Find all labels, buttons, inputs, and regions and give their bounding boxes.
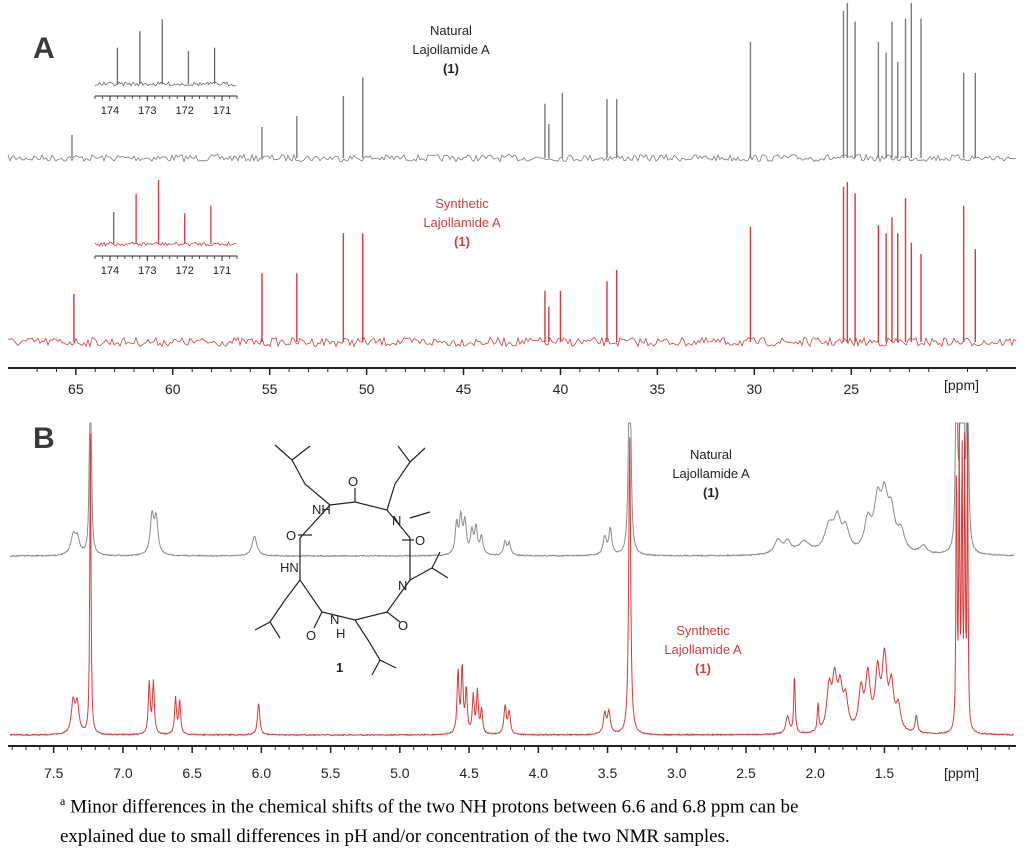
b-natural-label: Natural Lajollamide A (1) [672,447,750,500]
atom-n-methyl: N [392,513,401,528]
inset-tick-label: 172 [176,265,194,277]
a-synthetic-label: Synthetic Lajollamide A (1) [423,196,501,249]
isobutyl-3-branch [269,621,281,639]
a-tick-label: 55 [262,381,278,397]
isobutyl-4 [354,619,397,669]
b-synthetic-label-line2: Lajollamide A [664,642,742,657]
atom-o-4: O [398,618,408,633]
panel-b: B Natural Lajollamide A (1) Synthetic La… [8,422,1016,781]
inset-tick-label: 173 [138,265,156,277]
inset-tick-label: 173 [138,105,156,117]
inset-tick-label: 171 [213,105,231,117]
b-tick-label: 3.5 [598,765,618,781]
b-natural-label-line1: Natural [690,447,732,462]
b-x-ticks: 7.5 7.0 6.5 6.0 5.5 5.0 4.5 4.0 3.5 3.0 2.5 2.0 1.5 [11,746,1010,781]
a-tick-label: 40 [553,381,569,397]
inset-tick-label: 171 [213,265,231,277]
a-natural-label: Natural Lajollamide A (1) [412,23,490,76]
inset-tick-label: 174 [101,105,119,117]
b-tick-label: 7.0 [113,765,133,781]
atom-h-bottom: H [336,626,345,641]
inset-baseline [94,81,237,87]
compound-number: 1 [336,660,343,675]
panel-a: A Natural Lajollamide A (1) Synthetic La… [7,3,1017,397]
a-synthetic-label-line3: (1) [454,234,470,249]
a-synthetic-label-line1: Synthetic [435,196,489,211]
b-x-axis-label: [ppm] [944,765,979,781]
b-tick-label: 2.0 [805,765,825,781]
carbonyl-4 [313,611,323,629]
a-x-axis-label: [ppm] [944,377,979,393]
panel-a-letter: A [33,32,55,65]
isobutyl-3 [254,579,301,631]
isobutyl-2 [386,447,426,511]
atom-o-2: O [348,474,358,489]
b-synthetic-label-line3: (1) [695,661,711,676]
molecule-structure [254,444,449,676]
b-natural-label-line2: Lajollamide A [672,466,750,481]
a-tick-label: 50 [359,381,375,397]
a-tick-label: 25 [843,381,859,397]
inset-baseline [94,241,237,247]
atom-n-right: N [398,578,407,593]
a-natural-label-line1: Natural [430,23,472,38]
a-natural-peaks [71,3,976,158]
b-synthetic-spectrum-line [9,422,1014,737]
a-natural-label-line3: (1) [443,61,459,76]
a-x-ticks: 65 60 55 50 45 40 35 30 25 [36,368,988,397]
a-tick-label: 45 [456,381,472,397]
b-tick-label: 6.5 [182,765,202,781]
isopropyl [409,567,449,581]
a-tick-label: 30 [747,381,763,397]
b-synthetic-label-line1: Synthetic [676,623,730,638]
isopropyl-branch [431,551,441,569]
b-tick-label: 3.0 [667,765,687,781]
a-synthetic-spectrum-line [7,336,1017,349]
isobutyl-2-branch [397,445,411,463]
atom-hn-left: HN [280,560,299,575]
a-natural-label-line2: Lajollamide A [412,42,490,57]
nmr-figure: A Natural Lajollamide A (1) Synthetic La… [7,3,1017,781]
inset-tick-label: 172 [176,105,194,117]
footnote-marker: a [60,794,66,808]
footnote-text1: Minor differences in the chemical shifts… [65,796,799,818]
atom-nh-top: NH [312,502,331,517]
carbonyl-3 [386,611,401,623]
b-tick-label: 7.5 [44,765,64,781]
a-natural-spectrum-line [7,153,1017,163]
a-synthetic-carbonyl-inset: 174 173 172 171 [94,180,238,277]
a-tick-label: 35 [650,381,666,397]
b-tick-label: 1.5 [875,765,895,781]
a-tick-label: 65 [68,381,84,397]
b-natural-spectrum-line [9,422,1015,558]
molecule-atom-labels: NH N HN N N H O O O O O 1 [280,474,425,675]
footnote-line2: explained due to small differences in pH… [60,826,730,848]
footnote-line1: a Minor differences in the chemical shif… [60,786,1010,822]
n-methyl [409,511,431,519]
isobutyl-1-branch [291,445,311,461]
inset-tick-label: 174 [101,265,119,277]
b-tick-label: 5.0 [390,765,410,781]
atom-o-1: O [286,528,296,543]
b-tick-label: 4.5 [459,765,479,781]
footnote: a Minor differences in the chemical shif… [60,786,1010,852]
atom-o-5: O [306,628,316,643]
b-tick-label: 4.0 [529,765,549,781]
a-tick-label: 60 [165,381,181,397]
b-tick-label: 2.5 [736,765,756,781]
b-tick-label: 6.0 [252,765,272,781]
b-natural-label-line3: (1) [703,485,719,500]
b-synthetic-label: Synthetic Lajollamide A (1) [664,623,742,676]
b-tick-label: 5.5 [321,765,341,781]
atom-n-bottom: N [330,612,339,627]
a-natural-carbonyl-inset: 174 173 172 171 [94,19,238,117]
atom-o-3: O [415,533,425,548]
isobutyl-1 [274,444,331,506]
a-synthetic-label-line2: Lajollamide A [423,215,501,230]
panel-b-letter: B [33,422,55,455]
a-synthetic-peaks [73,182,976,342]
isobutyl-4-branch [371,659,381,676]
